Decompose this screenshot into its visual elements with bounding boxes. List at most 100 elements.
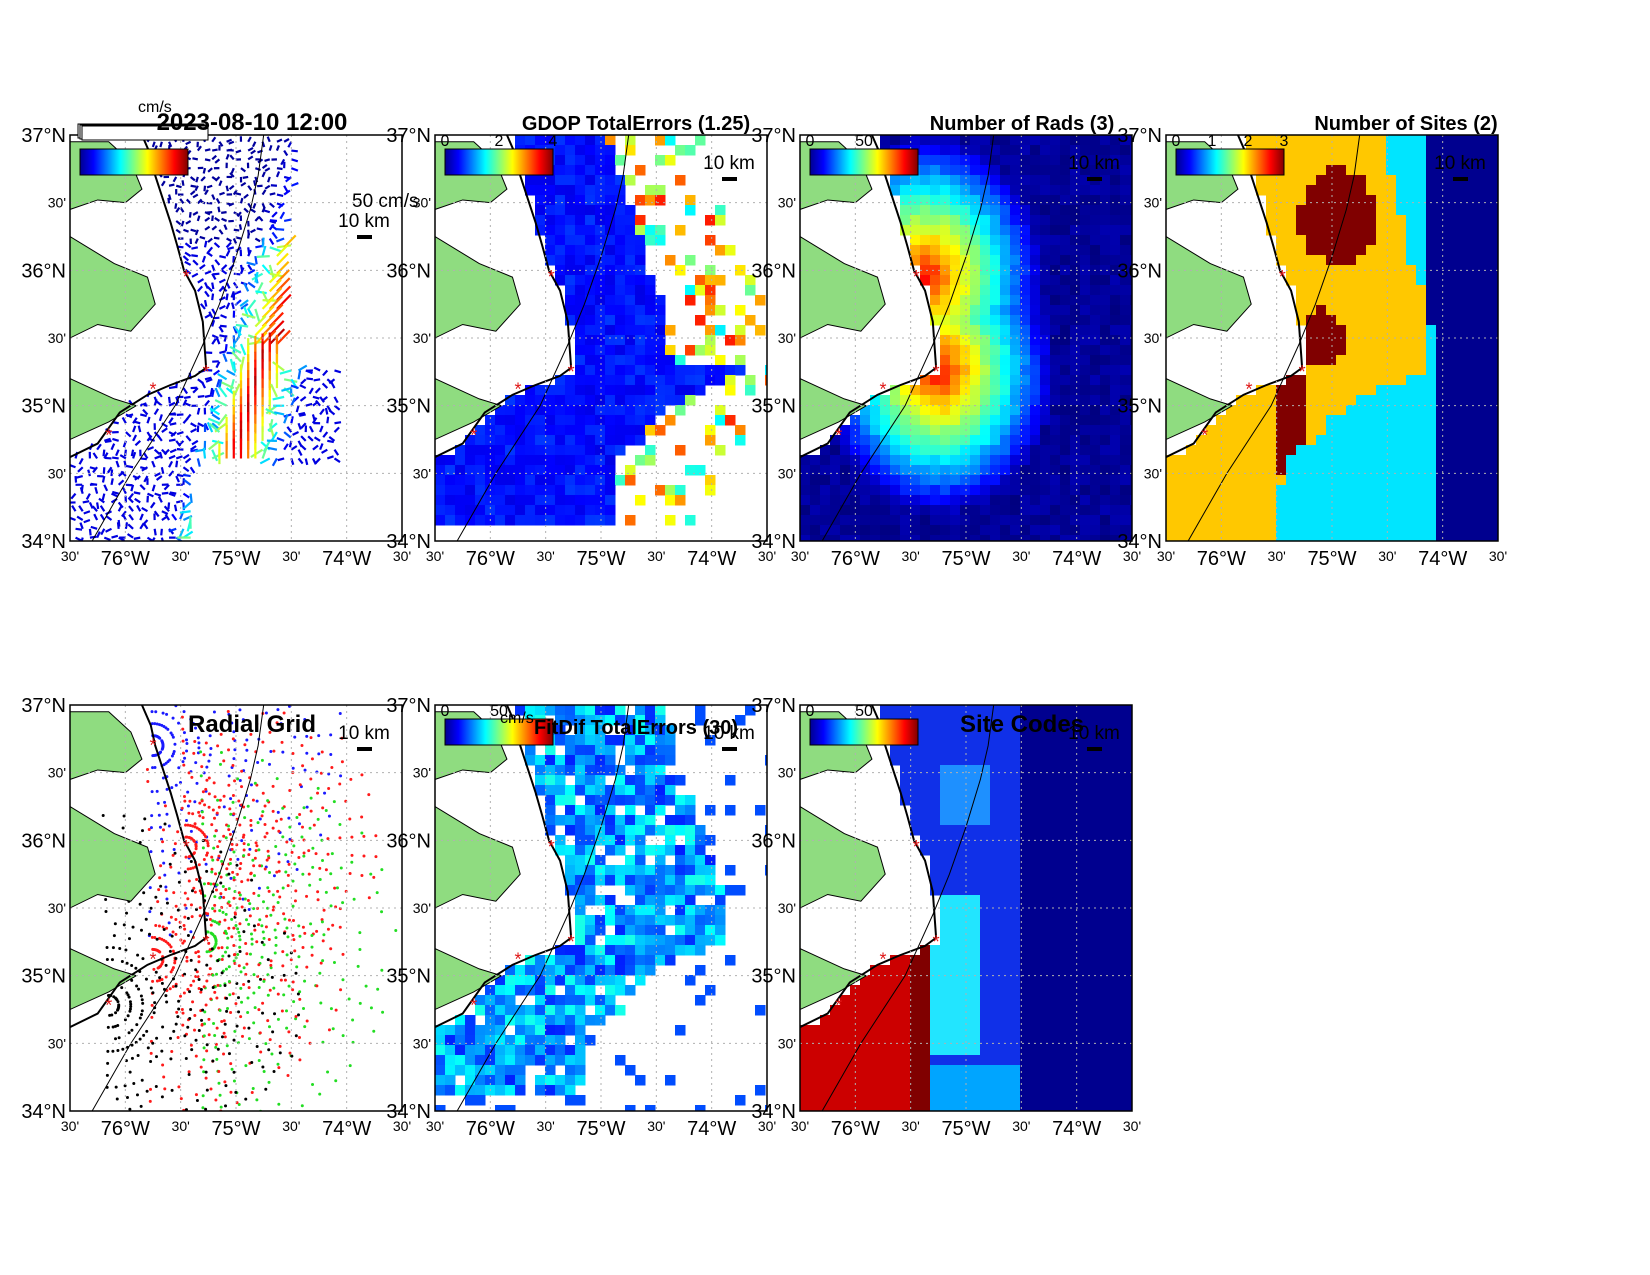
current-vector	[223, 334, 228, 342]
radial-grid-point	[218, 798, 222, 802]
radial-grid-point	[261, 791, 265, 795]
current-vector	[90, 525, 98, 530]
current-vector	[204, 225, 211, 231]
current-vector	[247, 146, 254, 152]
radial-grid-point	[159, 650, 162, 653]
current-vector	[291, 158, 299, 163]
radial-grid-point	[247, 986, 251, 990]
radial-grid-point	[215, 1057, 219, 1061]
radial-grid-point	[275, 721, 279, 725]
current-vector	[276, 237, 285, 243]
radial-grid-point	[259, 977, 263, 981]
radial-grid-point	[276, 901, 280, 905]
radial-grid-point	[166, 727, 170, 731]
radial-grid-point	[219, 892, 223, 896]
current-vector	[122, 487, 127, 495]
radial-grid-point	[227, 1052, 231, 1056]
lon-tick-label: 30'	[1378, 548, 1396, 564]
radial-grid-point	[288, 1051, 292, 1055]
radial-grid-point	[214, 888, 218, 892]
current-vector	[103, 536, 111, 541]
radial-grid-point	[292, 844, 296, 848]
radial-grid-point	[185, 738, 189, 742]
radial-grid-point	[257, 923, 261, 927]
current-vector	[175, 206, 181, 213]
radial-grid-point	[169, 970, 173, 974]
radial-grid-point	[315, 984, 319, 988]
lat-tick-label: 30'	[1144, 195, 1162, 211]
radial-grid-point	[128, 1107, 132, 1111]
radial-grid-point	[301, 925, 305, 929]
current-vector	[231, 351, 242, 363]
radial-grid-point	[239, 986, 243, 990]
current-vector	[228, 184, 235, 191]
current-vector	[189, 190, 196, 196]
radial-grid-point	[209, 997, 213, 1001]
radial-grid-point	[160, 638, 163, 641]
radial-grid-point	[190, 1048, 194, 1052]
radial-grid-point	[162, 615, 165, 618]
lon-tick-label: 76°W	[831, 1118, 880, 1140]
legend-box	[81, 125, 209, 141]
radial-grid-point	[318, 971, 322, 975]
current-vector	[211, 451, 225, 460]
current-vector	[229, 345, 242, 354]
current-vector	[276, 437, 285, 442]
radial-grid-point	[180, 715, 184, 719]
radial-grid-point	[298, 934, 302, 938]
radial-grid-point	[227, 887, 231, 891]
radial-grid-point	[335, 886, 339, 890]
radial-grid-point	[139, 994, 143, 998]
current-vector	[290, 167, 299, 172]
current-vector	[153, 408, 160, 416]
panel-currents: *****37°N30'36°N30'35°N30'34°N30' 76°W 30'…	[21, 125, 411, 570]
radial-grid-point	[278, 1044, 282, 1048]
radial-grid-point	[187, 1073, 191, 1077]
current-vector	[71, 505, 77, 512]
radial-grid-point	[208, 753, 212, 757]
radial-grid-point	[290, 850, 294, 854]
current-vector	[99, 513, 106, 521]
radial-grid-point	[224, 950, 228, 954]
radial-grid-point	[170, 1088, 174, 1092]
radial-grid-point	[191, 866, 195, 870]
radial-grid-point	[267, 937, 271, 941]
radial-grid-point	[183, 870, 187, 874]
current-vector	[290, 397, 296, 407]
radial-grid-point	[232, 812, 236, 816]
current-vector	[158, 414, 163, 422]
land-mass	[70, 235, 156, 339]
radial-grid-point	[207, 1017, 211, 1021]
radial-grid-point	[292, 1000, 296, 1004]
radial-grid-point	[228, 904, 232, 908]
radial-grid-point	[194, 1038, 198, 1042]
lat-tick-label: 34°N	[21, 531, 66, 553]
radial-grid-point	[131, 925, 135, 929]
current-vector	[163, 505, 170, 512]
current-vector	[291, 149, 298, 153]
current-vector	[121, 416, 127, 424]
current-vector	[254, 323, 267, 337]
radial-grid-point	[280, 1009, 284, 1013]
current-vector	[199, 235, 206, 240]
radial-grid-point	[348, 817, 352, 821]
radial-grid-point	[202, 858, 206, 862]
radial-grid-point	[276, 1017, 280, 1021]
site-marker: *	[470, 425, 477, 445]
radial-grid-point	[213, 909, 217, 913]
current-vector	[126, 464, 134, 469]
lon-tick-label: 76°W	[101, 1118, 150, 1140]
current-vector	[182, 473, 191, 478]
radial-grid-point	[193, 1028, 197, 1032]
current-vector	[213, 236, 220, 240]
radial-grid-point	[204, 1003, 208, 1007]
radial-grid-point	[186, 897, 190, 901]
radial-grid-point	[161, 1063, 165, 1067]
current-vector	[247, 136, 252, 143]
radial-grid-point	[334, 1079, 338, 1083]
radial-grid-point	[233, 953, 237, 957]
radial-grid-point	[244, 918, 248, 922]
radial-grid-point	[250, 1061, 254, 1065]
radial-grid-point	[222, 805, 226, 809]
radial-grid-point	[204, 741, 208, 745]
